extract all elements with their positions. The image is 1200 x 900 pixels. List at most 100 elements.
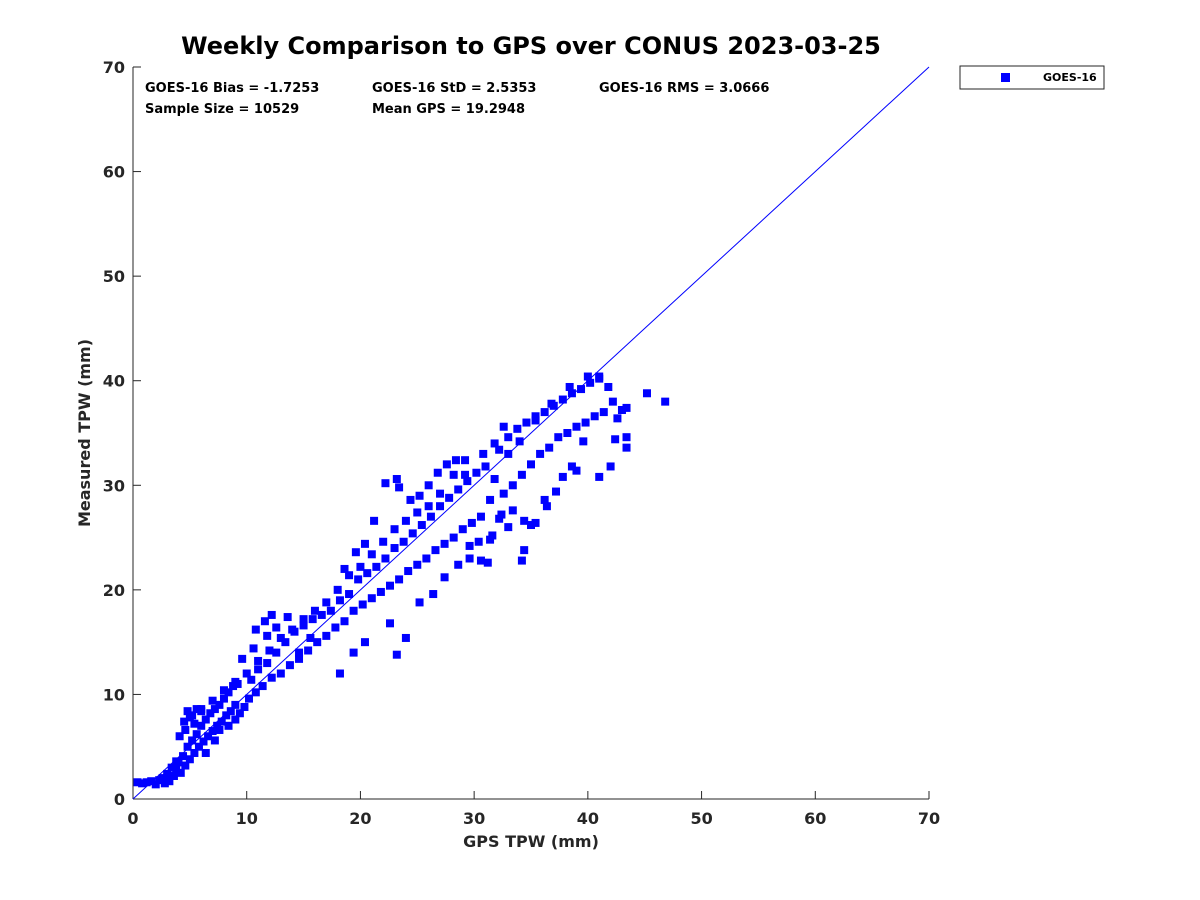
legend-box [959,65,1105,90]
data-point [408,529,417,538]
data-point [454,485,463,494]
data-point [313,638,322,647]
data-point [370,516,379,525]
data-point [169,771,178,780]
data-point [504,523,513,532]
x-tick-label: 20 [349,809,371,828]
data-point [254,665,263,674]
data-point [567,389,576,398]
data-point [283,613,292,622]
data-point [272,623,281,632]
data-point [417,521,426,530]
data-point [299,615,308,624]
data-point [499,489,508,498]
data-point [240,702,249,711]
data-point [201,748,210,757]
data-point [565,382,574,391]
data-point [238,654,247,663]
data-point [180,717,189,726]
data-point [449,470,458,479]
data-point [499,422,508,431]
y-axis-label: Measured TPW (mm) [75,339,94,527]
data-point [179,752,188,761]
data-point [165,777,174,786]
data-point [404,567,413,576]
data-point [242,669,251,678]
data-point [461,470,470,479]
data-point [467,518,476,527]
y-tick-label: 0 [114,790,125,809]
data-point [465,554,474,563]
x-tick-label: 60 [804,809,826,828]
data-point [306,633,315,642]
data-point [197,721,206,730]
data-point [508,506,517,515]
data-point [349,648,358,657]
y-tick-label: 20 [103,581,125,600]
data-point [554,433,563,442]
x-axis-label: GPS TPW (mm) [463,832,599,851]
data-point [527,521,535,530]
data-point [285,661,294,670]
data-point [138,779,147,788]
data-point [181,725,190,734]
data-point [520,546,529,555]
data-point [322,631,331,640]
data-point [197,705,206,714]
data-point [385,619,394,628]
data-point [267,673,276,682]
data-point [642,389,651,398]
data-point [572,466,581,475]
data-point [504,449,513,458]
data-point [583,372,592,381]
data-point [194,742,203,751]
data-point [210,736,219,745]
data-point [147,777,156,786]
data-point [226,707,235,716]
data-point [577,385,586,394]
data-point [345,590,354,599]
data-point [158,774,167,783]
data-point [490,439,499,448]
data-point [395,483,404,492]
legend: GOES-16 [959,65,1105,90]
data-point [531,416,540,425]
chart-title: Weekly Comparison to GPS over CONUS 2023… [181,32,881,60]
data-point [445,493,454,502]
data-point [595,372,604,381]
data-point [340,617,349,626]
data-point [599,408,608,417]
data-point [392,475,401,484]
data-point [476,556,485,565]
y-tick-label: 50 [103,267,125,286]
mean-gps-stat: Mean GPS = 19.2948 [372,102,525,117]
rms-stat: GOES-16 RMS = 3.0666 [599,81,769,96]
data-point [495,514,504,523]
data-point [151,780,160,789]
data-point [476,512,485,521]
data-point [201,715,210,724]
data-point [244,694,253,703]
data-point [458,525,467,534]
data-point [354,575,363,584]
data-point [497,510,506,519]
data-point [401,516,410,525]
data-point [481,462,490,471]
plot-area: 0 10 20 30 40 50 60 70 0 10 20 30 40 50 60 70 [103,58,940,828]
data-point [251,688,260,697]
data-point [513,424,522,433]
data-point [572,422,581,431]
data-point [472,468,481,477]
data-point [527,460,535,469]
data-point [495,445,504,454]
data-point [335,596,344,605]
data-point [349,606,358,615]
data-point [222,711,231,720]
data-point [463,477,472,486]
data-point [517,470,526,479]
legend-marker [1001,73,1010,82]
data-point [515,437,524,446]
data-point [406,495,415,504]
data-point [215,725,224,734]
data-point [558,395,567,404]
